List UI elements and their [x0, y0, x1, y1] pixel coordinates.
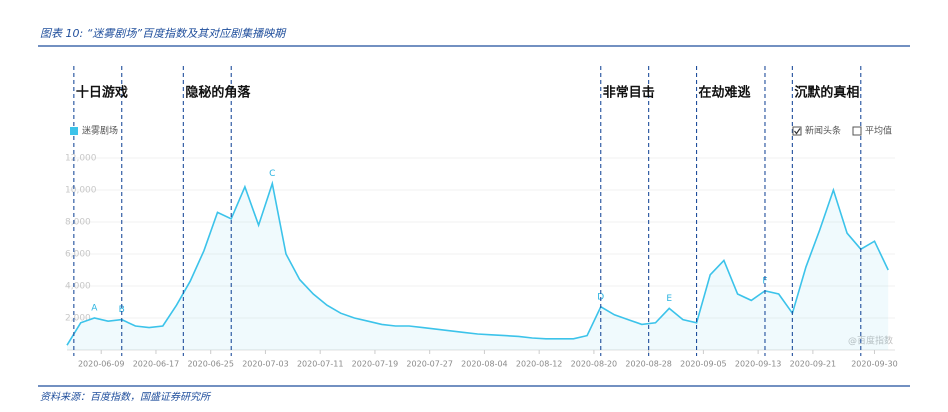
annotation: C [269, 169, 275, 179]
y-tick-label: 6,000 [65, 250, 91, 260]
area [67, 183, 889, 350]
x-tick-label: 2020-09-13 [735, 360, 782, 369]
legend-toggle-label[interactable]: 平均值 [865, 125, 892, 137]
x-tick-label: 2020-06-25 [187, 360, 234, 369]
x-tick-label: 2020-08-12 [516, 360, 563, 369]
check-mark [794, 128, 801, 135]
x-tick-label: 2020-07-11 [297, 360, 344, 369]
y-tick-label: 4,000 [65, 282, 91, 292]
x-tick-label: 2020-06-09 [78, 360, 125, 369]
annotation: A [91, 304, 98, 314]
legend-checkbox[interactable] [792, 126, 802, 136]
legend-toggle-label[interactable]: 新闻头条 [805, 125, 841, 137]
source: 资料来源：百度指数，国盛证券研究所 [40, 391, 212, 403]
annotation: F [762, 276, 767, 286]
y-tick-label: 12,000 [65, 154, 97, 164]
annotation: E [666, 294, 672, 304]
show-name: 沉默的真相 [794, 85, 859, 101]
x-tick-label: 2020-07-03 [242, 360, 289, 369]
annotation: B [119, 305, 125, 315]
y-tick-label: 8,000 [65, 218, 91, 228]
show-name: 十日游戏 [76, 85, 128, 101]
x-tick-label: 2020-08-04 [461, 360, 508, 369]
x-tick-label: 2020-07-19 [352, 360, 399, 369]
x-tick-label: 2020-09-21 [790, 360, 837, 369]
x-tick-label: 2020-08-20 [571, 360, 618, 369]
show-name: 在劫难逃 [699, 85, 752, 101]
watermark: @百度指数 [848, 335, 893, 347]
x-tick-label: 2020-09-05 [680, 360, 727, 369]
x-tick-label: 2020-08-28 [625, 360, 672, 369]
show-name: 非常目击 [603, 85, 655, 101]
chart-title: 图表 10: “迷雾剧场”百度指数及其对应剧集播映期 [40, 27, 287, 40]
y-tick-label: 2,000 [65, 314, 91, 324]
legend-checkbox[interactable] [852, 126, 862, 136]
x-tick-label: 2020-06-17 [133, 360, 180, 369]
legend-swatch [70, 127, 78, 135]
x-tick-label: 2020-09-30 [851, 360, 898, 369]
x-tick-label: 2020-07-27 [406, 360, 453, 369]
show-name: 隐秘的角落 [185, 85, 251, 101]
line [66, 180, 889, 346]
y-tick-label: 10,000 [65, 186, 97, 196]
legend-label: 迷雾剧场 [82, 125, 118, 137]
